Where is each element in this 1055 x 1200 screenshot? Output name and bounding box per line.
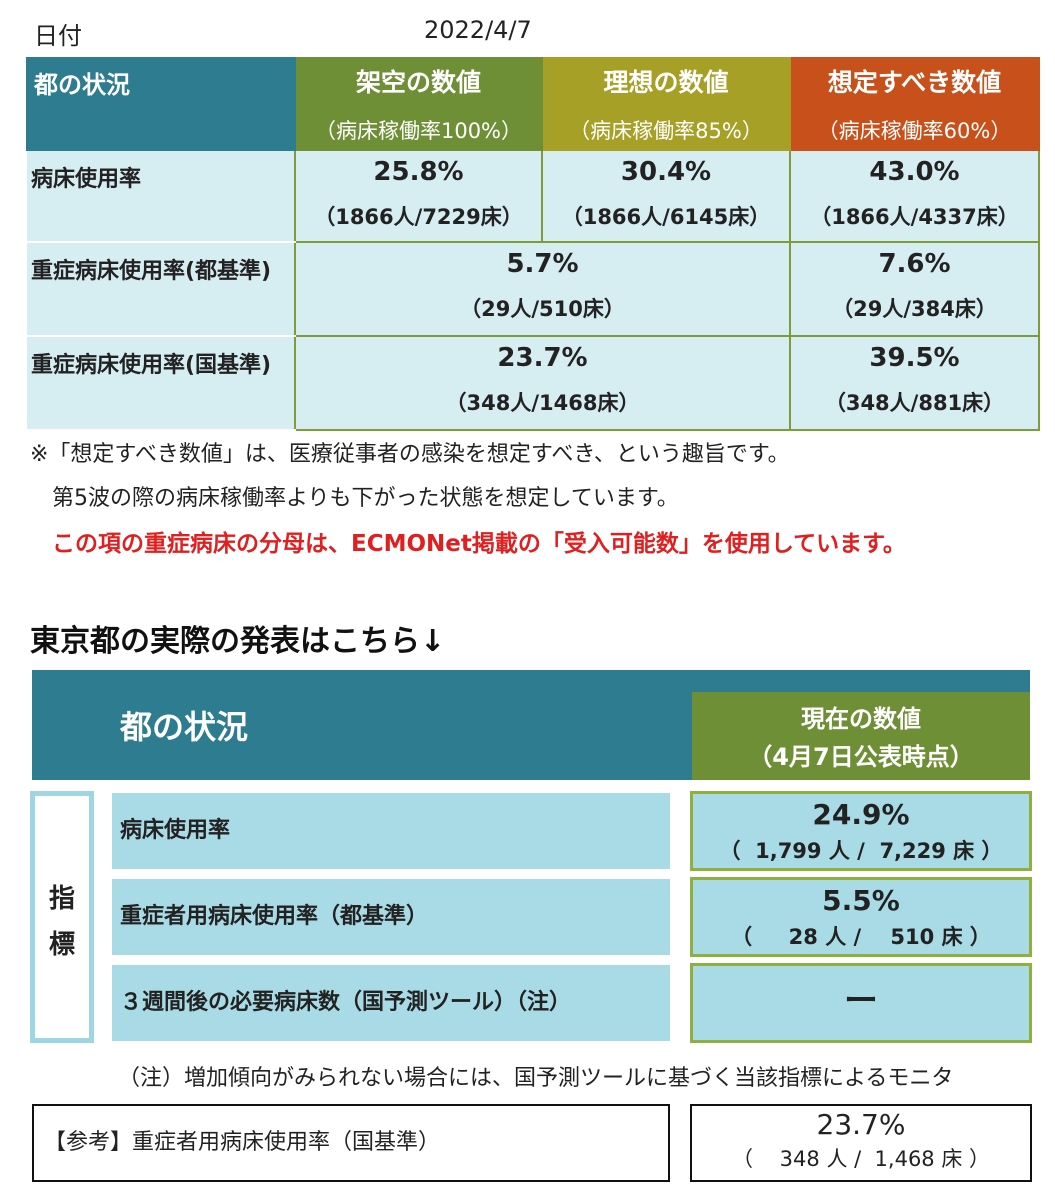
col-title: 理想の数値 [603,68,729,97]
reference-value: 23.7% （ 348 人 / 1,468 床 ） [690,1104,1032,1182]
indicator-char: 標 [48,930,75,960]
cell-detail: （1866人/4337床） [810,205,1019,229]
cell-pct: 30.4% [620,157,712,187]
table-row: 重症病床使用率(都基準) 5.7% （29人/510床） 7.6% （29人/3… [27,241,1040,337]
cell-value: 23.7% （348人/1468床） [294,335,791,431]
indicator-label: 病床使用率 [112,793,670,869]
indicator-side-label: 指 標 [30,791,94,1043]
indicator-pct: 24.9% [812,798,910,831]
cell-detail: （1866人/6145床） [561,205,771,229]
table-header-row: 都の状況 架空の数値 （病床稼働率100%） 理想の数値 （病床稼働率85%） … [26,57,1040,151]
section-title: 東京都の実際の発表はこちら↓ [30,624,446,659]
reference-label: 【参考】重症者用病床使用率（国基準） [32,1104,670,1182]
cell-pct: 23.7% [497,343,588,373]
indicator-detail: （ 28 人 / 510 床 ） [731,925,991,949]
cell-detail: （29人/384床） [832,297,997,321]
cell-value: 30.4% （1866人/6145床） [541,149,791,243]
indicator-char: 指 [48,884,75,914]
official-header: 都の状況 現在の数値 （4月7日公表時点） [32,670,1030,780]
cell-detail: （348人/881床） [824,391,1005,415]
cell-pct: 39.5% [869,343,960,373]
bed-usage-table: 都の状況 架空の数値 （病床稼働率100%） 理想の数値 （病床稼働率85%） … [26,57,1040,431]
cell-value: 39.5% （348人/881床） [789,335,1040,431]
indicator-value: 5.5% （ 28 人 / 510 床 ） [690,877,1032,957]
note-ecmonet-warning: この項の重症病床の分母は、ECMONet掲載の「受入可能数」を使用しています。 [52,531,906,557]
current-value-date: （4月7日公表時点） [748,743,974,771]
table-corner: 都の状況 [26,57,296,151]
official-header-label: 都の状況 [120,708,249,746]
col-sub: （病床稼働率100%） [314,119,523,143]
table-row: 病床使用率 25.8% （1866人/7229床） 30.4% （1866人/6… [27,149,1040,243]
col-title: 架空の数値 [355,68,481,97]
cell-pct: 25.8% [373,157,464,187]
col-header-fictional: 架空の数値 （病床稼働率100%） [294,57,543,151]
cell-pct: 43.0% [869,157,960,187]
indicator-value: 24.9% （ 1,799 人 / 7,229 床 ） [690,791,1032,871]
table-row: 重症病床使用率(国基準) 23.7% （348人/1468床） 39.5% （3… [27,335,1040,431]
note-assumed-value: ※「想定すべき数値」は、医療従事者の感染を想定すべき、という趣旨です。 [30,442,790,467]
row-label: 重症病床使用率(都基準) [27,241,296,337]
col-sub: （病床稼働率85%） [569,119,763,143]
date-row: 日付 2022/4/7 [28,16,588,52]
col-header-ideal: 理想の数値 （病床稼働率85%） [541,57,791,151]
indicator-value: ー [690,963,1032,1043]
current-value-title: 現在の数値 [801,705,921,733]
cell-detail: （1866人/7229床） [314,205,523,229]
row-label: 重症病床使用率(国基準) [27,335,296,431]
current-value-header: 現在の数値 （4月7日公表時点） [692,692,1030,780]
cell-pct: 5.7% [506,249,579,279]
indicator-label: ３週間後の必要病床数（国予測ツール）（注） [112,965,670,1041]
indicator-dash: ー [844,981,878,1021]
col-title: 想定すべき数値 [827,68,1002,97]
cell-value: 25.8% （1866人/7229床） [294,149,543,243]
note-fifth-wave: 第5波の際の病床稼働率よりも下がった状態を想定しています。 [52,486,679,511]
indicator-label: 重症者用病床使用率（都基準） [112,879,670,955]
cell-detail: （29人/510床） [460,297,625,321]
cell-pct: 7.6% [878,249,951,279]
reference-detail: （ 348 人 / 1,468 床 ） [731,1147,991,1171]
date-value: 2022/4/7 [424,16,532,44]
indicator-detail: （ 1,799 人 / 7,229 床 ） [719,839,1003,863]
col-sub: （病床稼働率60%） [817,119,1012,143]
reference-pct: 23.7% [816,1108,906,1141]
col-header-assumed: 想定すべき数値 （病床稼働率60%） [789,57,1040,151]
date-label: 日付 [34,22,82,50]
cell-detail: （348人/1468床） [445,391,640,415]
row-label: 病床使用率 [27,149,296,243]
footnote: （注）増加傾向がみられない場合には、国予測ツールに基づく当該指標によるモニタ [118,1066,954,1091]
cell-value: 5.7% （29人/510床） [294,241,791,337]
cell-value: 43.0% （1866人/4337床） [789,149,1040,243]
indicator-pct: 5.5% [822,884,900,917]
cell-value: 7.6% （29人/384床） [789,241,1040,337]
